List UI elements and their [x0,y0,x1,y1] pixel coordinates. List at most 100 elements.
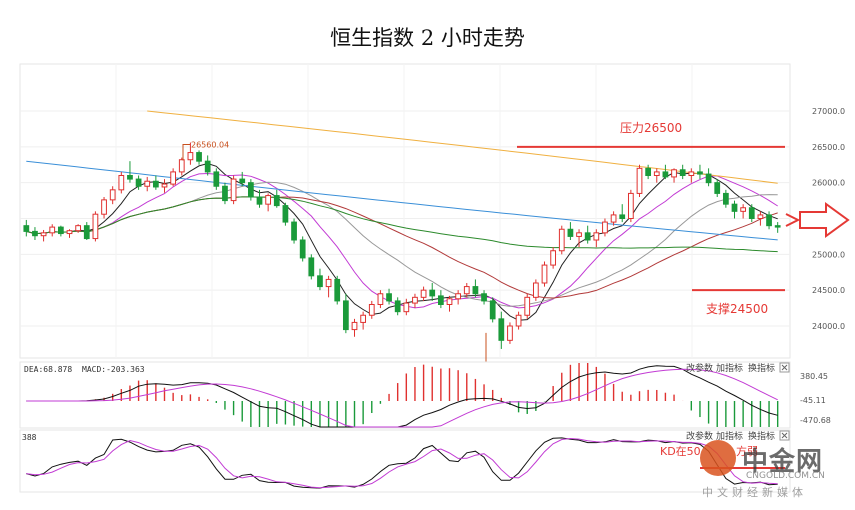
candle [40,229,47,242]
candle [455,290,462,305]
ma-line [26,162,778,321]
y-tick-label: 24000.0 [812,322,845,331]
kd-panel [19,429,791,493]
candle [239,171,246,187]
candle [247,179,254,201]
macd-close-icon[interactable] [779,362,790,373]
candle [498,311,505,349]
candle [602,218,608,237]
candle [368,300,375,319]
candle [645,164,652,180]
macd-panel [19,361,791,429]
right-arrow-icon [785,202,850,238]
candle [679,164,686,180]
support-label: 支撑24500 [706,301,768,316]
candle [576,229,582,248]
kd-tool-add[interactable]: 加指标 [716,430,743,442]
kd-chart [26,437,778,489]
candle [127,161,133,183]
watermark-sub: 中文财经新媒体 [702,486,807,499]
cngold-logo-icon [700,440,736,476]
candle [66,229,73,238]
candle [101,197,107,219]
candle [334,275,341,305]
candle [265,193,272,212]
candle [256,189,263,208]
y-tick-label: 26500.0 [812,143,845,152]
kd-tool-edit[interactable]: 改参数 [686,430,713,442]
candle [774,222,781,233]
candle [144,176,151,192]
candle [386,288,392,305]
candle [463,283,470,298]
candle [118,171,125,194]
macd-tool-add[interactable]: 加指标 [716,362,743,374]
candle [636,164,643,197]
macd-dea-line [26,368,778,428]
ma-line [26,172,778,309]
candle [610,211,617,226]
candle [317,268,323,291]
kd-tool-swap[interactable]: 换指标 [748,430,775,442]
candle [57,225,64,237]
candle [748,204,755,223]
kd-d-line [26,437,778,489]
macd-tool-edit[interactable]: 改参数 [686,362,713,374]
candle [420,286,427,301]
candle [688,168,695,183]
kd-close-icon[interactable] [779,430,790,441]
candle [437,290,444,309]
candle [766,211,772,230]
candle [360,311,367,330]
ma-mid-line [26,160,778,241]
candle [299,236,306,262]
candle [567,222,574,240]
kd-label: 388 [22,433,37,442]
moving-averages [26,110,778,321]
chart-title: 恒生指数 2 小时走势 [330,26,525,50]
candle [489,297,496,323]
candle [653,168,660,183]
candle [325,275,332,298]
candle [394,297,401,316]
macd-tick-top: 380.45 [800,372,828,381]
candle [187,142,194,165]
macd-tick-mid: -45.11 [800,396,826,405]
y-tick-label: 25000.0 [812,250,845,259]
candle [178,157,185,176]
candle [273,189,280,208]
candle [584,225,591,244]
macd-tick-bot: -470.68 [800,416,831,425]
candle [403,298,410,316]
candle [377,290,384,309]
candle [740,204,747,219]
candle [308,254,315,280]
candle [204,155,211,176]
candle [32,227,38,240]
y-tick-label: 27000.0 [812,107,845,116]
candle [196,150,202,165]
kd-note: KD在50 [660,445,701,458]
candle [230,175,237,205]
kd-note-tail: 方弱 [736,444,758,458]
macd-tool-swap[interactable]: 换指标 [748,362,775,374]
candle [507,322,513,344]
candle [550,247,557,269]
candle [342,293,349,334]
candle [558,225,565,255]
candle [23,219,30,237]
high-marker [182,144,190,161]
candle [429,283,436,301]
candle [524,293,531,319]
candle [291,218,297,244]
candle [697,164,703,180]
y-tick-label: 26000.0 [812,179,845,188]
candle [705,168,712,187]
watermark-cn: 中金网 [742,447,824,477]
candle [282,202,289,226]
candle [472,279,479,298]
macd-dea-label: DEA:68.878 [24,365,72,374]
macd-chart [26,363,779,428]
candle [446,295,453,312]
